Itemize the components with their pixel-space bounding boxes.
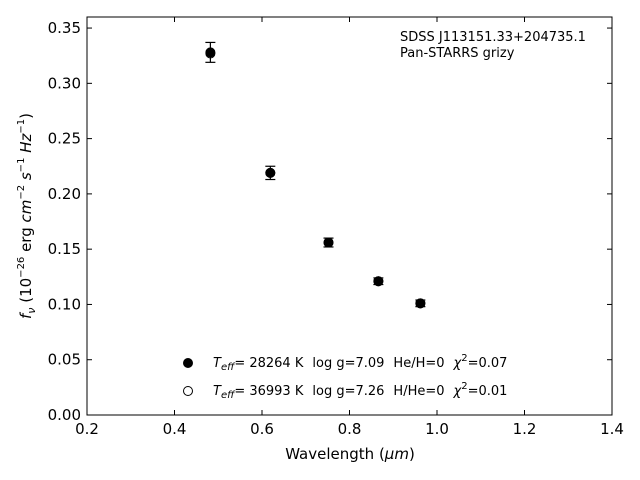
x-tick-label: 1.2	[513, 420, 537, 438]
legend-1-teff: T	[213, 356, 222, 371]
legend-2-teff-value: = 36993 K	[234, 384, 304, 399]
legend-2-chi-value: =0.01	[468, 384, 508, 399]
legend-1-teff-sub: eff	[221, 362, 236, 373]
legend-2-logg: log g=7.26	[312, 384, 384, 399]
x-tick-label: 1.0	[425, 420, 449, 438]
y-tick-label: 0.30	[48, 74, 81, 92]
y-label-exp-neg26: −26	[16, 257, 27, 278]
y-tick-label: 0.25	[48, 130, 81, 148]
legend-entry-1: Teff= 28264 K log g=7.09 He/H=0 χ2=0.07	[213, 353, 507, 373]
data-point-open	[415, 298, 426, 309]
annotation-object-name: SDSS J113151.33+204735.1	[400, 30, 586, 45]
y-label-s: s	[17, 172, 35, 185]
legend-entry-2: Teff= 36993 K log g=7.26 H/He=0 χ2=0.01	[213, 381, 507, 401]
x-axis-label-main: Wavelength (	[285, 445, 385, 463]
y-label-exp-neg1b: −1	[16, 119, 27, 134]
y-tick-label: 0.15	[48, 240, 81, 258]
legend-marker-filled	[183, 358, 193, 368]
legend-1-logg: log g=7.09	[312, 356, 384, 371]
data-point-open	[265, 167, 276, 178]
y-label-nu: ν	[25, 308, 38, 314]
legend-2-teff-sub: eff	[221, 390, 236, 401]
y-label-cm: cm	[17, 200, 35, 223]
legend-2-teff: T	[213, 384, 222, 399]
x-axis-label-unit: μm	[384, 445, 409, 463]
x-tick-label: 0.4	[163, 420, 187, 438]
y-tick-label: 0.00	[48, 406, 81, 424]
legend-1-chi-value: =0.07	[468, 356, 508, 371]
y-tick-label: 0.35	[48, 19, 81, 37]
data-point-open	[373, 276, 384, 287]
y-label-exp-neg1a: −1	[16, 158, 27, 173]
annotation-survey: Pan-STARRS grizy	[400, 46, 515, 61]
y-label-open: (10	[17, 278, 35, 308]
tick-group: 0.2 0.4 0.6 0.8 1.0 1.2 1.4 0.00 0.05 0.10 0.15 0.2…	[48, 17, 624, 438]
y-label-close: )	[17, 113, 35, 119]
y-tick-label: 0.05	[48, 351, 81, 369]
y-label-exp-neg2: −2	[16, 185, 27, 200]
legend-1-comp: He/H=0	[393, 356, 444, 371]
y-tick-label: 0.10	[48, 295, 81, 313]
legend-1-chi: χ	[453, 356, 463, 371]
y-label-hz: Hz	[17, 133, 35, 158]
legend-marker-open	[183, 386, 193, 396]
data-point-open	[205, 48, 216, 59]
legend-2-chi: χ	[453, 384, 463, 399]
x-axis-label: Wavelength (μm)	[285, 445, 415, 463]
legend-1-teff-value: = 28264 K	[234, 356, 304, 371]
legend-2-chi-sup: 2	[461, 381, 467, 392]
x-tick-label: 0.2	[75, 420, 99, 438]
data-point-open	[323, 237, 334, 248]
y-axis-label: fν (10−26 erg cm−2 s−1 Hz−1)	[16, 113, 38, 319]
x-tick-label: 0.6	[250, 420, 274, 438]
legend-2-comp: H/He=0	[393, 384, 444, 399]
legend-1-chi-sup: 2	[461, 353, 467, 364]
y-label-f: f	[17, 311, 35, 319]
x-axis-label-close: )	[409, 445, 415, 463]
x-tick-label: 0.8	[338, 420, 362, 438]
y-label-erg: erg	[17, 223, 35, 257]
x-tick-label: 1.4	[600, 420, 624, 438]
y-tick-label: 0.20	[48, 185, 81, 203]
data-point-group	[205, 41, 426, 309]
